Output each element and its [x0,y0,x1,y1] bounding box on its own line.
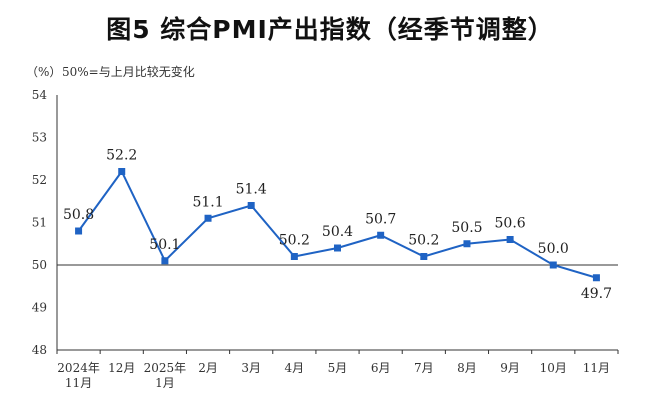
data-label: 50.5 [451,220,482,236]
data-label: 50.1 [149,237,180,253]
data-label: 50.7 [365,211,396,227]
data-label: 50.4 [322,224,353,240]
x-tick-label: 2024年 11月 [57,361,100,390]
data-point [377,231,385,239]
data-point [118,168,126,175]
y-unit-label: （%） [26,65,62,79]
x-tick-label: 2月 [198,361,218,375]
data-label: 51.4 [236,182,267,198]
data-point [247,202,255,209]
x-tick-label: 6月 [371,361,391,375]
data-label: 50.2 [279,233,310,249]
x-tick-label: 8月 [457,361,477,375]
chart-title: 图5 综合PMI产出指数（经季节调整） [106,15,554,44]
data-point [290,253,298,260]
data-point [549,261,557,269]
x-tick-label: 3月 [241,361,261,375]
data-point [420,253,428,260]
data-label: 50.2 [408,233,439,249]
y-tick-label: 50 [32,258,47,272]
data-point [75,227,83,235]
data-point [334,244,341,252]
x-tick-label: 7月 [414,361,434,375]
x-tick-label: 12月 [108,361,135,375]
data-label: 50.0 [538,241,569,257]
data-point [463,240,471,248]
y-tick-label: 52 [32,173,47,187]
data-label: 51.1 [192,194,223,210]
data-point [204,214,212,222]
data-label: 49.7 [581,286,612,302]
baseline-note: 50%=与上月比较无变化 [62,65,195,79]
y-tick-label: 49 [32,301,47,315]
data-point [592,274,600,282]
data-point [506,236,514,243]
x-tick-label: 4月 [285,361,305,375]
data-label: 50.6 [495,216,526,232]
y-tick-label: 53 [32,131,47,145]
data-point [161,257,169,265]
x-tick-label: 5月 [328,361,348,375]
y-tick-label: 51 [32,216,47,230]
y-tick-label: 54 [32,88,48,102]
y-tick-label: 48 [32,343,47,357]
x-tick-label: 10月 [540,361,567,375]
data-label: 52.2 [106,148,137,164]
x-tick-label: 2025年 1月 [144,361,187,390]
x-tick-label: 11月 [583,361,610,375]
data-label: 50.8 [63,207,94,223]
x-tick-label: 9月 [500,361,520,375]
